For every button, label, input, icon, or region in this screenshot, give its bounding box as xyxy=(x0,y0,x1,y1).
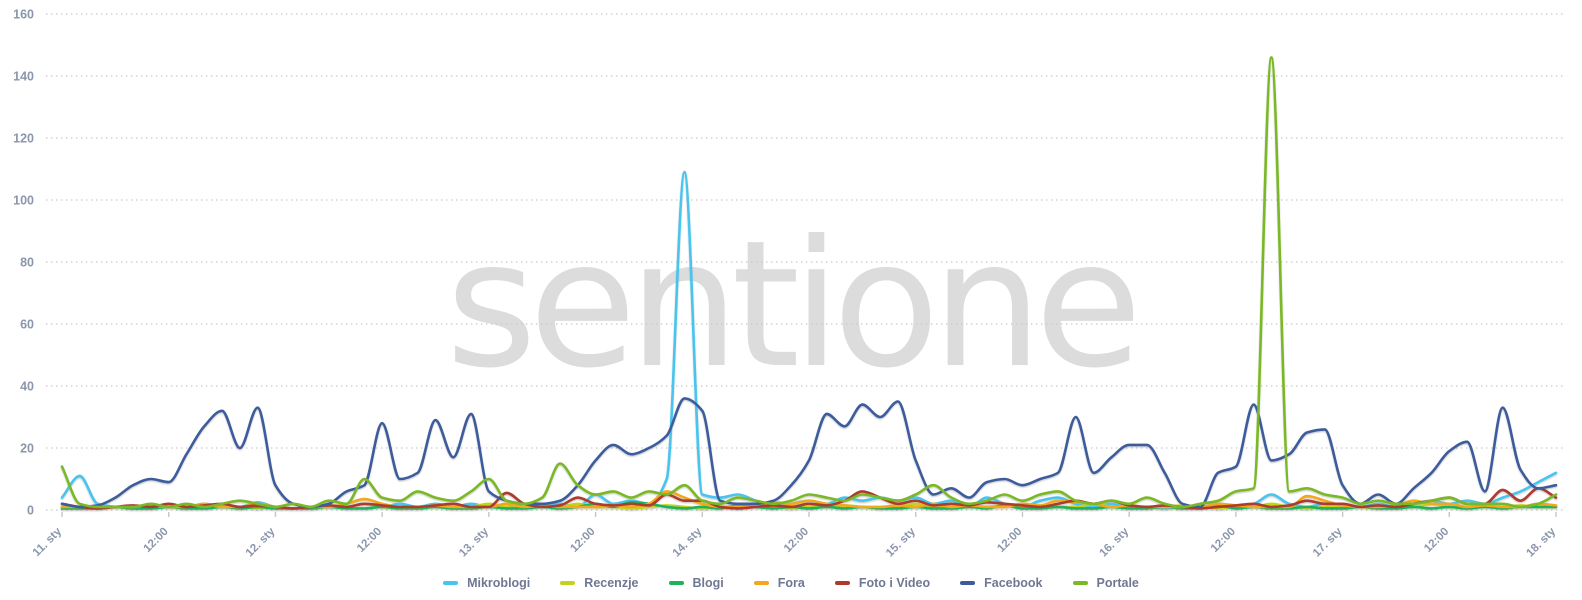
series-line-portale xyxy=(60,56,1558,509)
y-tick-label: 160 xyxy=(13,8,34,22)
x-tick-label: 13. sty xyxy=(457,525,491,559)
legend-item-fora[interactable]: Fora xyxy=(753,576,805,590)
legend-swatch-icon xyxy=(560,580,576,586)
legend-swatch-icon xyxy=(834,580,850,586)
x-tick-label: 12:00 xyxy=(142,526,171,555)
x-tick-label: 16. sty xyxy=(1097,525,1131,559)
y-axis-labels: 0 20 40 60 80 100 120 140 160 xyxy=(13,8,34,518)
x-tick-label: 15. sty xyxy=(884,525,918,559)
legend-item-recenzje[interactable]: Recenzje xyxy=(560,576,639,590)
y-tick-label: 40 xyxy=(20,380,34,394)
x-tick-label: 14. sty xyxy=(671,525,705,559)
x-tick-label: 12:00 xyxy=(568,526,597,555)
series-lines xyxy=(60,56,1558,510)
legend-label: Fora xyxy=(777,576,805,590)
legend-item-foto-i-video[interactable]: Foto i Video xyxy=(834,576,931,590)
legend-item-mikroblogi[interactable]: Mikroblogi xyxy=(443,576,530,590)
series-line-facebook xyxy=(60,397,1558,509)
x-tick-label: 12:00 xyxy=(995,526,1024,555)
x-axis-labels: 11. sty 12:00 12. sty 12:00 13. sty 12:00 14. … xyxy=(31,525,1559,559)
y-tick-label: 140 xyxy=(13,70,34,84)
grid-lines xyxy=(46,13,1566,511)
legend-label: Blogi xyxy=(692,576,724,590)
legend-label: Facebook xyxy=(984,576,1043,590)
legend-label: Mikroblogi xyxy=(467,576,531,590)
legend-label: Recenzje xyxy=(584,576,639,590)
legend-swatch-icon xyxy=(668,580,684,586)
x-axis-ticks xyxy=(61,512,1557,517)
y-tick-label: 120 xyxy=(13,132,34,146)
legend-swatch-icon xyxy=(443,580,459,586)
legend-item-portale[interactable]: Portale xyxy=(1072,576,1139,590)
x-tick-label: 12:00 xyxy=(1422,526,1451,555)
legend: Mikroblogi Recenzje Blogi Fora Foto i Video F… xyxy=(0,576,1582,590)
x-tick-label: 12. sty xyxy=(244,525,278,559)
legend-swatch-icon xyxy=(960,580,976,586)
x-tick-label: 12:00 xyxy=(1209,526,1238,555)
legend-swatch-icon xyxy=(1072,580,1088,586)
series-line-blogi xyxy=(60,501,1558,510)
x-tick-label: 12:00 xyxy=(355,526,384,555)
y-tick-label: 60 xyxy=(20,318,34,332)
legend-item-facebook[interactable]: Facebook xyxy=(960,576,1043,590)
legend-swatch-icon xyxy=(753,580,769,586)
x-tick-label: 18. sty xyxy=(1524,525,1558,559)
watermark: sentione xyxy=(446,204,1135,407)
y-tick-label: 100 xyxy=(13,194,34,208)
legend-item-blogi[interactable]: Blogi xyxy=(668,576,724,590)
legend-label: Portale xyxy=(1096,576,1139,590)
y-tick-label: 80 xyxy=(20,256,34,270)
x-tick-label: 17. sty xyxy=(1311,525,1345,559)
x-tick-label: 12:00 xyxy=(782,526,811,555)
legend-label: Foto i Video xyxy=(858,576,931,590)
x-tick-label: 11. sty xyxy=(31,525,65,559)
y-tick-label: 0 xyxy=(27,504,34,518)
y-tick-label: 20 xyxy=(20,442,34,456)
